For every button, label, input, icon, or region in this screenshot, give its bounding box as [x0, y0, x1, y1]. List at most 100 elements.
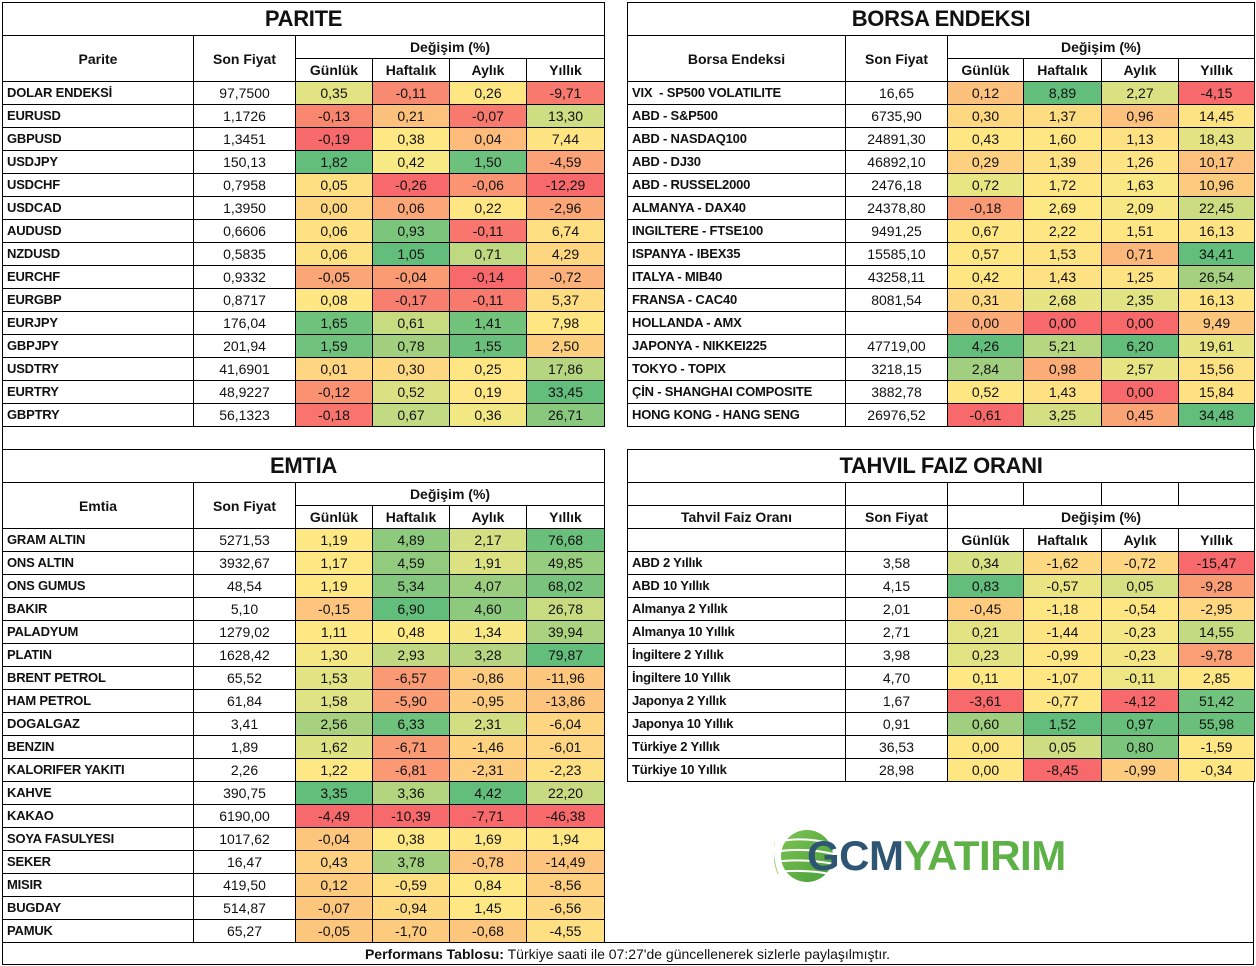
instrument-name: BRENT PETROL [2, 666, 194, 690]
instrument-name: BENZIN [2, 735, 194, 759]
change-monthly: 1,55 [449, 334, 527, 358]
instrument-name: PALADYUM [2, 620, 194, 644]
change-daily: 0,06 [295, 219, 373, 243]
instrument-name: TOKYO - TOPIX [627, 357, 846, 381]
change-weekly: 1,52 [1023, 712, 1102, 736]
table-row: ÇİN - SHANGHAI COMPOSITE 3882,78 0,52 1,43 0… [627, 380, 1256, 404]
last-price: 26976,52 [845, 403, 948, 427]
change-daily: 1,58 [295, 689, 373, 713]
change-monthly: -4,12 [1101, 689, 1179, 713]
change-monthly: 0,26 [449, 81, 527, 105]
change-monthly: 1,26 [1101, 150, 1179, 174]
change-weekly: 1,43 [1023, 380, 1102, 404]
change-weekly: 1,60 [1023, 127, 1102, 151]
globe-icon [774, 830, 835, 882]
table-row: USDTRY 41,6901 0,01 0,30 0,25 17,86 [2, 357, 605, 381]
table-row: Türkiye 2 Yıllık 36,53 0,00 0,05 0,80 -1,59 [627, 735, 1256, 759]
change-monthly: 0,00 [1101, 380, 1179, 404]
change-monthly: -0,11 [449, 288, 527, 312]
change-monthly: 0,04 [449, 127, 527, 151]
change-weekly: -1,62 [1023, 551, 1102, 575]
column-header-price: Son Fiyat [845, 35, 948, 82]
change-weekly: 1,72 [1023, 173, 1102, 197]
change-monthly: 1,69 [449, 827, 527, 851]
instrument-name: GBPTRY [2, 403, 194, 427]
change-weekly: 0,42 [372, 150, 450, 174]
table-row: ONS ALTIN 3932,67 1,17 4,59 1,91 49,85 [2, 551, 606, 575]
change-weekly: 4,89 [372, 528, 450, 552]
change-yearly: -2,96 [526, 196, 605, 220]
change-monthly: 1,91 [449, 551, 527, 575]
change-daily: 0,29 [947, 150, 1024, 174]
instrument-name: DOGALGAZ [2, 712, 194, 736]
change-yearly: -8,56 [525, 873, 606, 897]
change-daily: 0,43 [947, 127, 1024, 151]
column-header-price: Son Fiyat [193, 35, 296, 82]
instrument-name: ITALYA - MIB40 [627, 265, 846, 289]
change-monthly: 0,96 [1101, 104, 1179, 128]
table-row: Japonya 2 Yıllık 1,67 -3,61 -0,77 -4,12 51,42 [627, 689, 1256, 713]
last-price: 1,67 [845, 689, 948, 713]
tahvil-table: TAHVIL FAIZ ORANI Tahvil Faiz Oranı Son … [626, 449, 1256, 782]
column-header-name: Emtia [2, 482, 194, 529]
instrument-name: INGILTERE - FTSE100 [627, 219, 846, 243]
last-price: 150,13 [193, 150, 296, 174]
instrument-name: AUDUSD [2, 219, 194, 243]
column-header-yearly: Yıllık [526, 58, 605, 82]
column-header-price: Son Fiyat [845, 505, 948, 529]
last-price: 48,54 [193, 574, 296, 598]
instrument-name: JAPONYA - NIKKEI225 [627, 334, 846, 358]
instrument-name: SOYA FASULYESI [2, 827, 194, 851]
instrument-name: KAKAO [2, 804, 194, 828]
change-monthly: 1,34 [449, 620, 527, 644]
table-row: JAPONYA - NIKKEI225 47719,00 4,26 5,21 6,20 1… [627, 334, 1256, 358]
footer-note: Performans Tablosu: Türkiye saati ile 07… [2, 942, 1253, 966]
change-daily: -0,12 [295, 380, 373, 404]
last-price: 9491,25 [845, 219, 948, 243]
instrument-name: USDCAD [2, 196, 194, 220]
change-yearly: 79,87 [525, 643, 606, 667]
instrument-name: İngiltere 10 Yıllık [627, 666, 846, 690]
column-header-weekly: Haftalık [1023, 528, 1102, 552]
last-price [845, 311, 948, 335]
change-weekly: -8,45 [1023, 758, 1102, 782]
change-yearly: -2,95 [1177, 597, 1256, 621]
column-header-daily: Günlük [295, 505, 373, 529]
table-row: SEKER 16,47 0,43 3,78 -0,78 -14,49 [2, 850, 606, 874]
logo-text-yatirim: YATIRIM [903, 832, 1067, 879]
footer-label: Performans Tablosu: [364, 946, 504, 962]
change-weekly: 0,93 [372, 219, 450, 243]
instrument-name: ÇİN - SHANGHAI COMPOSITE [627, 380, 846, 404]
instrument-name: Japonya 2 Yıllık [627, 689, 846, 713]
change-yearly: 51,42 [1177, 689, 1256, 713]
change-daily: 0,08 [295, 288, 373, 312]
change-weekly: -0,04 [372, 265, 450, 289]
last-price: 4,15 [845, 574, 948, 598]
change-weekly: -1,70 [372, 919, 450, 943]
change-weekly: -5,90 [372, 689, 450, 713]
table-row: ABD - S&P500 6735,90 0,30 1,37 0,96 14,45 [627, 104, 1256, 128]
column-header-monthly: Aylık [449, 58, 527, 82]
change-daily: 0,00 [947, 758, 1024, 782]
change-yearly: 6,74 [526, 219, 605, 243]
change-yearly: 10,17 [1177, 150, 1256, 174]
table-title: BORSA ENDEKSI [626, 2, 1256, 36]
table-row: ABD - NASDAQ100 24891,30 0,43 1,60 1,13 18,43 [627, 127, 1256, 151]
change-yearly: -4,55 [525, 919, 606, 943]
column-header-yearly: Yıllık [1177, 528, 1256, 552]
change-daily: -0,13 [295, 104, 373, 128]
change-monthly: 1,41 [449, 311, 527, 335]
change-daily: 0,72 [947, 173, 1024, 197]
change-weekly: 0,48 [372, 620, 450, 644]
change-yearly: -4,15 [1177, 81, 1256, 105]
table-row: PALADYUM 1279,02 1,11 0,48 1,34 39,94 [2, 620, 606, 644]
instrument-name: GRAM ALTIN [2, 528, 194, 552]
change-monthly: 1,63 [1101, 173, 1179, 197]
instrument-name: EURCHF [2, 265, 194, 289]
table-title: PARITE [2, 2, 605, 36]
change-yearly: 9,49 [1177, 311, 1256, 335]
instrument-name: ABD 2 Yıllık [627, 551, 846, 575]
last-price: 36,53 [845, 735, 948, 759]
table-row: DOLAR ENDEKSİ 97,7500 0,35 -0,11 0,26 -9,71 [2, 81, 605, 105]
instrument-name: ABD - S&P500 [627, 104, 846, 128]
